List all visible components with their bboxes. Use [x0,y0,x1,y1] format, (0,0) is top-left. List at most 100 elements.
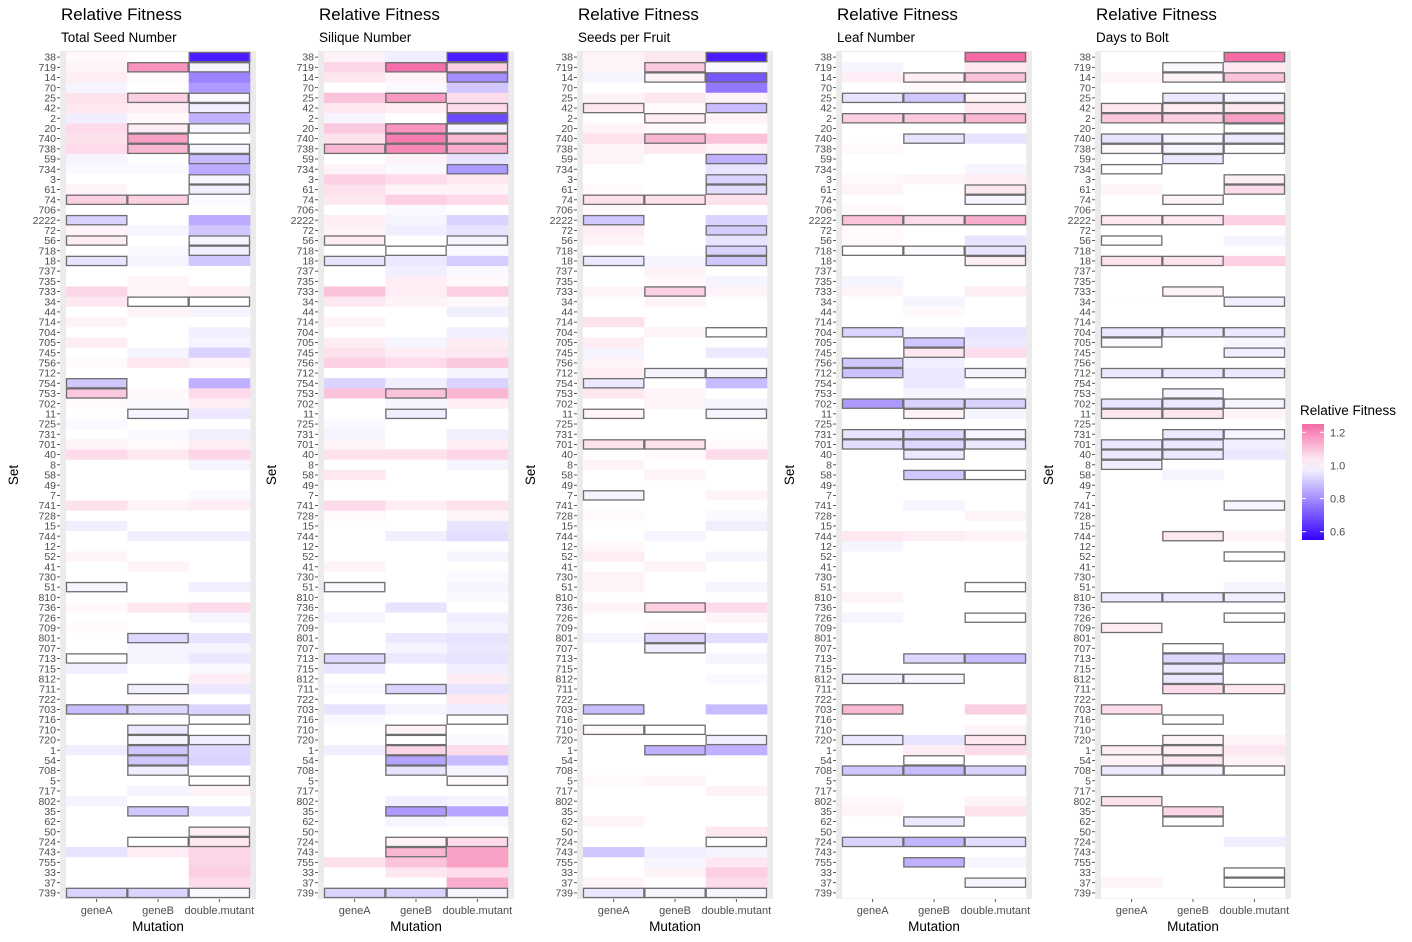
heatmap-tile [385,317,447,328]
heatmap-tile [66,449,128,461]
heatmap-tile [644,704,706,715]
heatmap-tile [324,694,386,705]
y-tick-label: 34 [561,296,573,308]
heatmap-tile [385,225,447,236]
heatmap-tile [385,847,447,858]
heatmap-tile [1101,755,1163,766]
heatmap-tile [903,449,965,461]
y-tick-label: 37 [561,877,573,889]
heatmap-tile [324,367,386,379]
heatmap-tile [1162,153,1224,165]
significance-outline [1162,714,1224,725]
heatmap-tile [446,857,509,868]
significance-outline [903,816,965,827]
significance-outline [65,581,128,593]
significance-outline [127,123,189,134]
heatmap-tile [903,204,965,216]
significance-outline [65,255,128,267]
heatmap-tile [1101,663,1163,675]
y-tick-label: 756 [814,357,832,369]
heatmap-tile [583,82,645,94]
heatmap-tile [324,102,386,114]
heatmap-tile [705,602,768,613]
heatmap-tile [188,153,251,165]
heatmap-tile [1223,847,1286,858]
heatmap-tile [1223,266,1286,277]
heatmap-tile [446,612,509,624]
heatmap-tile [1101,745,1163,756]
heatmap-tile [903,184,965,195]
heatmap-tile [324,459,386,471]
heatmap-tile [842,806,904,817]
heatmap-tile [1162,449,1224,461]
y-tick-label: 753 [296,388,314,400]
y-tick-label: 736 [38,602,56,614]
y-tick-label: 61 [820,184,832,196]
heatmap-tile [127,816,189,827]
x-tick-label: geneB [142,905,174,917]
heatmap-tile [705,714,768,726]
y-tick-label: 12 [302,541,314,553]
x-tick-label: geneA [857,905,889,917]
heatmap-tile [644,796,706,807]
y-tick-label: 715 [555,663,573,675]
heatmap-tile [705,194,768,206]
significance-outline [705,72,768,83]
heatmap-tile [66,102,128,114]
y-tick-label: 703 [555,704,573,716]
significance-outline [323,255,386,267]
y-tick-label: 35 [44,806,56,818]
heatmap-tile [1101,826,1163,838]
heatmap-tile [1101,480,1163,491]
heatmap-tile [842,510,904,522]
heatmap-tile [644,734,706,746]
heatmap-tile [964,133,1027,145]
y-tick-label: 736 [555,602,573,614]
heatmap-tile [446,836,509,848]
heatmap-tile [964,327,1027,338]
heatmap-tile [964,123,1027,134]
heatmap-tile [324,143,386,155]
y-tick-label: 51 [820,582,832,594]
heatmap-tile [583,429,645,440]
significance-outline [188,734,251,746]
heatmap-tile [127,408,189,420]
heatmap-tile [903,286,965,297]
color-legend: Relative Fitness 1.21.00.80.6 [1300,403,1396,540]
heatmap-tile [644,806,706,817]
heatmap-tile [644,92,706,104]
y-tick-label: 739 [296,888,314,900]
y-tick-label: 730 [555,572,573,584]
significance-outline [903,347,965,358]
heatmap-tile [964,551,1027,562]
y-tick-label: 33 [820,867,832,879]
legend-tick-label: 1.2 [1330,427,1345,439]
heatmap-tile [127,541,189,552]
heatmap-tile [644,72,706,83]
y-tick-label: 52 [561,551,573,563]
significance-outline [1162,734,1224,746]
heatmap-tile [842,592,904,603]
x-axis-title: Mutation [390,919,442,934]
y-tick-label: 731 [1073,429,1091,441]
heatmap-tile [705,133,768,145]
y-tick-label: 59 [44,154,56,166]
heatmap-tile [127,184,189,195]
heatmap-tile [1223,806,1286,817]
y-tick-label: 18 [820,256,832,268]
heatmap-tile [583,72,645,83]
significance-outlines [582,51,768,899]
heatmap-tile [66,408,128,420]
heatmap-tile [188,337,251,348]
heatmap-tile [1223,439,1286,450]
heatmap-tile [842,102,904,114]
y-tick-label: 756 [38,357,56,369]
y-tick-label: 12 [44,541,56,553]
heatmap-tile [705,143,768,155]
heatmap-tile [188,123,251,134]
y-tick-label: 716 [296,714,314,726]
heatmap-tile [705,857,768,868]
heatmap-tile [705,490,768,501]
heatmap-tile [127,143,189,155]
heatmap-tile [842,317,904,328]
